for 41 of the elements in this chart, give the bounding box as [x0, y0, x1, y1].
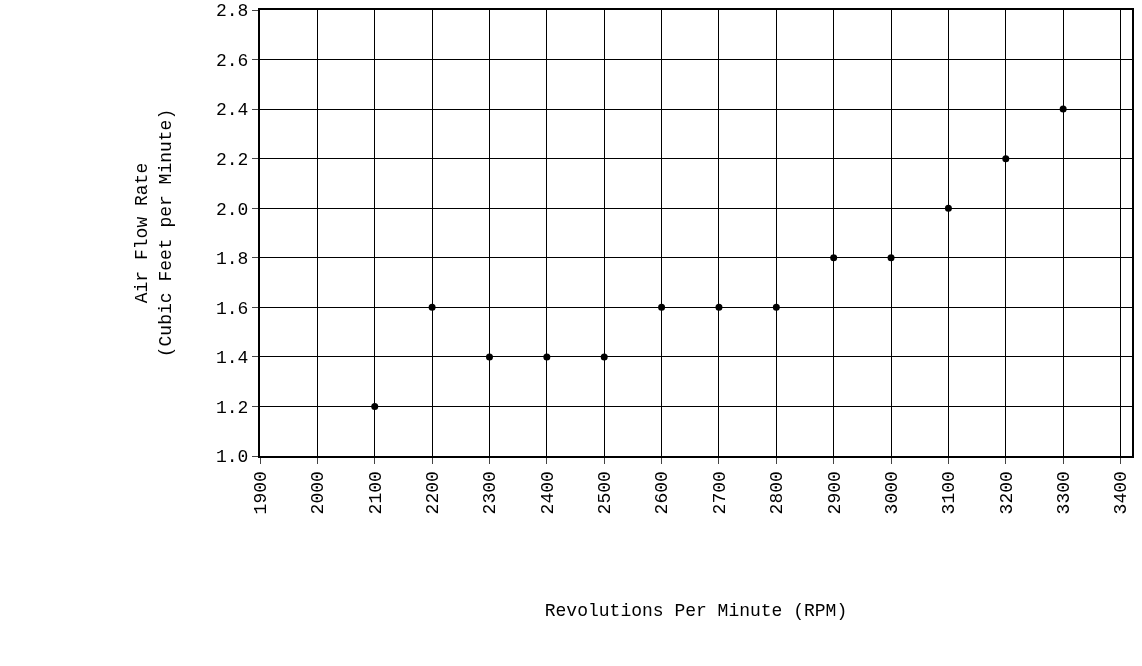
x-tick-label: 2900 — [824, 471, 845, 515]
point — [428, 303, 436, 311]
x-tick-label: 2700 — [709, 471, 730, 515]
x-tick-label: 3200 — [996, 471, 1017, 515]
x-tick-label: 1900 — [250, 471, 271, 515]
y-tick-label: 1.0 — [215, 447, 249, 468]
point — [658, 303, 666, 311]
x-tick-label: 2500 — [595, 471, 616, 515]
x-axis-title: Revolutions Per Minute (RPM) — [544, 601, 848, 622]
x-tick-label: 3100 — [939, 471, 960, 515]
point — [371, 402, 379, 410]
point — [944, 204, 952, 212]
y-tick-label: 1.8 — [215, 249, 249, 270]
y-tick-label: 1.4 — [215, 348, 249, 369]
y-tick-label: 2.6 — [215, 50, 249, 71]
y-tick-label: 1.2 — [215, 397, 249, 418]
y-tick-label: 2.2 — [215, 149, 249, 170]
y-tick-label: 2.4 — [215, 100, 249, 121]
point — [772, 303, 780, 311]
y-axis-title: Air Flow Rate (Cubic Feet per Minute) — [132, 108, 176, 358]
point — [715, 303, 723, 311]
x-tick-label: 2800 — [767, 471, 788, 515]
x-tick-label: 2200 — [422, 471, 443, 515]
point — [543, 353, 551, 361]
y-tick-label: 2.0 — [215, 199, 249, 220]
x-tick-label: 2100 — [365, 471, 386, 515]
point — [887, 254, 895, 262]
x-tick-label: 2300 — [480, 471, 501, 515]
point — [830, 254, 838, 262]
point — [1002, 155, 1010, 163]
y-tick-label: 2.8 — [215, 1, 249, 22]
point — [1059, 105, 1067, 113]
x-tick-label: 3400 — [1111, 471, 1132, 515]
y-tick-label: 1.6 — [215, 298, 249, 319]
x-tick-label: 3000 — [881, 471, 902, 515]
x-tick-label: 2400 — [537, 471, 558, 515]
point — [485, 353, 493, 361]
x-tick-label: 2600 — [652, 471, 673, 515]
point — [600, 353, 608, 361]
x-tick-label: 2000 — [308, 471, 329, 515]
x-tick-label: 3300 — [1054, 471, 1075, 515]
